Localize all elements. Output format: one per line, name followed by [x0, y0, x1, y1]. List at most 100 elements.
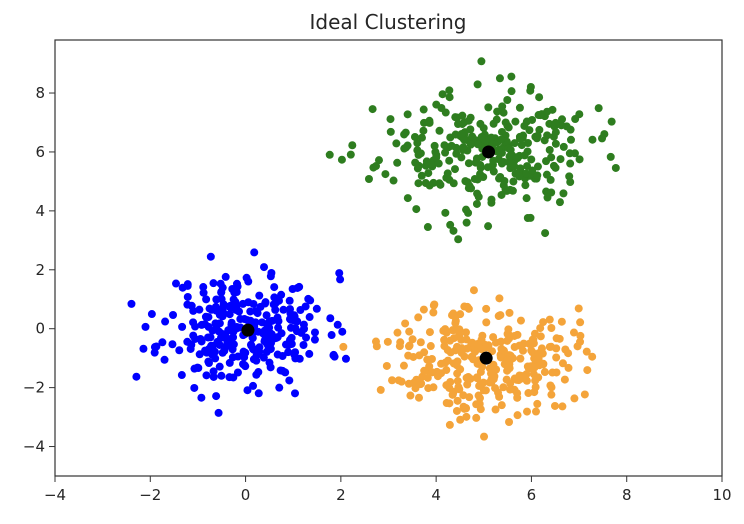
data-point	[482, 343, 491, 352]
data-point	[466, 140, 475, 149]
centroid-points	[241, 145, 496, 365]
centroid-marker	[482, 145, 496, 159]
centroid-marker	[479, 351, 493, 365]
data-point	[479, 124, 488, 133]
data-point	[527, 155, 536, 164]
data-point	[507, 87, 516, 96]
data-point	[516, 316, 525, 325]
data-point	[437, 369, 446, 378]
data-point	[499, 181, 508, 190]
data-point	[389, 176, 398, 185]
data-point	[304, 294, 313, 303]
data-point	[528, 115, 537, 124]
data-point	[489, 119, 498, 128]
x-tick-label: −2	[139, 486, 161, 504]
data-point	[575, 155, 584, 164]
data-point	[539, 318, 548, 327]
data-point	[551, 121, 560, 130]
data-point	[499, 383, 508, 392]
data-point	[452, 149, 461, 158]
data-point	[291, 348, 300, 357]
data-point	[497, 135, 506, 144]
data-point	[132, 372, 141, 381]
data-point	[513, 389, 522, 398]
data-point	[393, 328, 402, 337]
data-point	[569, 328, 578, 337]
x-tick-label: 4	[431, 486, 441, 504]
data-point	[565, 149, 574, 158]
data-point	[416, 149, 425, 158]
data-point	[576, 337, 585, 346]
data-point	[445, 86, 454, 95]
data-point	[441, 208, 450, 217]
data-point	[505, 308, 514, 317]
data-point	[594, 104, 603, 113]
data-point	[445, 420, 454, 429]
data-point	[469, 286, 478, 295]
data-point	[487, 195, 496, 204]
data-point	[543, 193, 552, 202]
data-point	[526, 86, 535, 95]
data-point	[416, 338, 425, 347]
data-point	[552, 353, 561, 362]
data-point	[277, 290, 286, 299]
data-point	[547, 324, 556, 333]
data-point	[484, 103, 493, 112]
data-point	[209, 367, 218, 376]
data-point	[507, 72, 516, 81]
data-point	[463, 344, 472, 353]
data-point	[506, 385, 515, 394]
data-point	[272, 298, 281, 307]
y-axis: −4 −2 0 2 4 6 8	[23, 84, 55, 456]
data-point	[459, 143, 468, 152]
data-point	[183, 292, 192, 301]
data-point	[473, 80, 482, 89]
data-point	[498, 102, 507, 111]
data-point	[505, 364, 514, 373]
data-point	[295, 354, 304, 363]
data-point	[202, 295, 211, 304]
data-point	[445, 93, 454, 102]
data-point	[400, 130, 409, 139]
data-point	[457, 129, 466, 138]
data-point	[218, 348, 227, 357]
data-point	[524, 389, 533, 398]
data-point	[533, 171, 542, 180]
data-point	[458, 111, 467, 120]
data-point	[446, 220, 455, 229]
data-point	[499, 346, 508, 355]
data-point	[254, 389, 263, 398]
data-point	[278, 366, 287, 375]
data-point	[499, 108, 508, 117]
data-point	[513, 411, 522, 420]
data-point	[531, 407, 540, 416]
data-point	[523, 139, 532, 148]
data-point	[484, 222, 493, 231]
data-point	[204, 357, 213, 366]
data-point	[236, 315, 245, 324]
data-point	[371, 337, 380, 346]
data-point	[386, 115, 395, 124]
data-point	[168, 340, 177, 349]
data-point	[424, 169, 433, 178]
data-point	[547, 390, 556, 399]
data-point	[197, 337, 206, 346]
data-point	[446, 336, 455, 345]
data-point	[547, 153, 556, 162]
data-point	[559, 142, 568, 151]
data-point	[476, 161, 485, 170]
data-point	[209, 372, 218, 381]
data-point	[434, 159, 443, 168]
data-point	[437, 104, 446, 113]
data-point	[425, 328, 434, 337]
data-point	[450, 165, 459, 174]
data-point	[495, 74, 504, 83]
y-tick-label: −2	[23, 379, 45, 397]
data-point	[158, 338, 167, 347]
data-point	[364, 174, 373, 183]
data-point	[335, 269, 344, 278]
data-point	[205, 304, 214, 313]
data-point	[580, 390, 589, 399]
data-point	[582, 347, 591, 356]
data-point	[346, 150, 355, 159]
